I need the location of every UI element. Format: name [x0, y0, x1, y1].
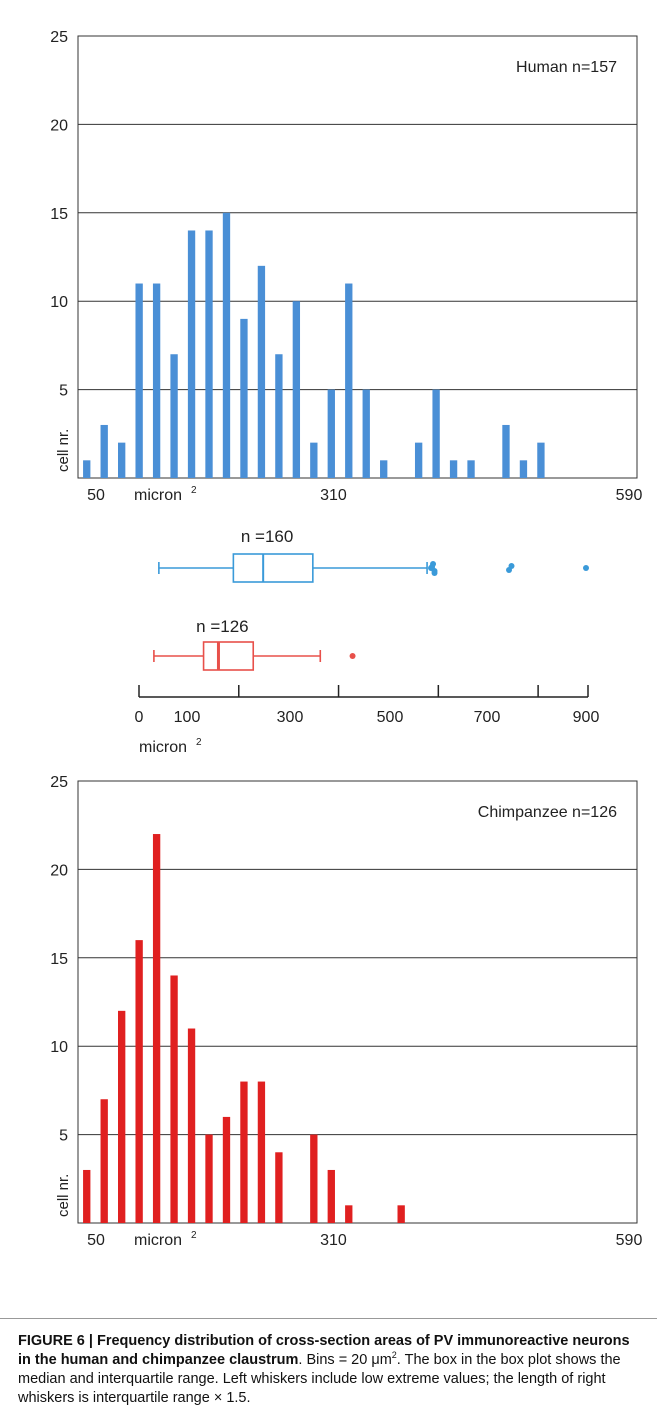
hist-2-xunit-label: micron	[134, 1232, 182, 1249]
hist-0-xunit-label: micron	[134, 487, 182, 504]
box-1-outlier	[349, 653, 356, 659]
hist-0-bar	[135, 283, 143, 478]
hist-0-ylabel: cell nr.	[55, 429, 72, 472]
hist-0-bar	[170, 354, 178, 478]
boxplot-xtick-label: 900	[573, 709, 600, 726]
hist-0-bar	[327, 389, 335, 478]
hist-2-ytick-label: 25	[50, 774, 68, 791]
hist-0-ytick-label: 15	[50, 206, 68, 223]
hist-0-annotation: Human n=157	[516, 59, 617, 76]
hist-0-bar	[152, 283, 161, 478]
hist-0-bar	[310, 442, 318, 478]
hist-0-bar	[502, 424, 510, 478]
hist-2-ytick-label: 15	[50, 951, 68, 968]
hist-2-bar	[222, 1116, 231, 1223]
hist-0-xtick-label: 310	[320, 487, 347, 504]
hist-2-bar	[100, 1099, 108, 1223]
hist-2-bar	[170, 975, 178, 1223]
hist-2-xunit-sup: 2	[191, 1230, 197, 1241]
hist-0-ytick-label: 10	[50, 294, 68, 311]
hist-0-xtick-label: 590	[616, 487, 643, 504]
hist-2-annotation: Chimpanzee n=126	[478, 804, 617, 821]
hist-2-xtick-label: 590	[616, 1232, 643, 1249]
hist-2-ytick-label: 5	[59, 1128, 68, 1145]
hist-0-bar	[83, 460, 91, 478]
hist-2-xtick-label: 50	[87, 1232, 105, 1249]
hist-2-bar	[83, 1169, 91, 1223]
hist-0-bar	[449, 460, 458, 478]
hist-2-bar	[118, 1010, 126, 1223]
hist-2-bar	[205, 1134, 213, 1223]
hist-0-bar	[240, 318, 248, 478]
hist-0-bar	[414, 442, 423, 478]
hist-2-bar	[310, 1134, 318, 1223]
boxplot-xtick-label: 0	[135, 709, 144, 726]
hist-0-bar	[345, 283, 353, 478]
boxplot-xtick-label: 100	[174, 709, 201, 726]
caption-title: FIGURE 6 | Frequency distribution of cro…	[18, 1333, 630, 1368]
caption-bins: Bins = 20 μm	[306, 1352, 392, 1368]
caption-bins-sup: 2	[391, 1350, 397, 1361]
boxplot-xtick-label: 500	[377, 709, 404, 726]
hist-0-bar	[257, 265, 266, 478]
hist-0-bar	[292, 301, 301, 478]
hist-0-bar	[222, 212, 231, 479]
hist-0-bar	[205, 230, 213, 478]
hist-2-bar	[327, 1169, 335, 1223]
hist-0-ytick-label: 20	[50, 117, 68, 134]
hist-0-xunit-sup: 2	[191, 485, 197, 496]
hist-0-bar	[537, 442, 545, 478]
hist-0-frame	[77, 35, 638, 479]
hist-2-ytick-label: 10	[50, 1039, 68, 1056]
hist-2-bar	[135, 940, 143, 1223]
hist-0-bar	[118, 442, 126, 478]
hist-0-ytick-label: 5	[59, 383, 68, 400]
box-0-outlier	[508, 563, 515, 569]
hist-2-bar	[397, 1205, 405, 1223]
hist-0-bar	[380, 460, 388, 478]
boxplot-xtick-label: 700	[474, 709, 501, 726]
hist-2-bar	[345, 1205, 353, 1223]
caption-text: . The box in the box plot shows the medi…	[18, 1352, 621, 1406]
hist-0-xtick-label: 50	[87, 487, 105, 504]
hist-0-bar	[519, 460, 528, 478]
hist-0-bar	[100, 424, 108, 478]
hist-2-bar	[257, 1081, 266, 1223]
hist-2-ytick-label: 20	[50, 862, 68, 879]
hist-0-bar	[187, 230, 196, 478]
box-0-label: n =160	[241, 527, 293, 546]
box-0-outlier	[431, 570, 438, 576]
hist-2-xtick-label: 310	[320, 1232, 347, 1249]
box-1-label: n =126	[196, 617, 248, 636]
box-0-outlier	[429, 564, 436, 570]
hist-2-ylabel: cell nr.	[55, 1174, 72, 1217]
boxplot-xunit-label: micron	[139, 739, 187, 756]
hist-0-bar	[362, 389, 370, 478]
box-1-iqr	[202, 641, 255, 671]
hist-0-bar	[467, 460, 475, 478]
boxplot-xunit-sup: 2	[196, 737, 202, 748]
hist-2-bar	[152, 834, 161, 1223]
caption-divider	[0, 1318, 657, 1319]
hist-2-frame	[77, 780, 638, 1224]
box-0-iqr	[232, 553, 314, 583]
hist-2-bar	[187, 1028, 196, 1223]
hist-0-ytick-label: 25	[50, 29, 68, 46]
boxplot-xtick-label: 300	[277, 709, 304, 726]
box-0-outlier	[583, 565, 589, 571]
hist-2-bar	[240, 1081, 248, 1223]
figure-caption: FIGURE 6 | Frequency distribution of cro…	[18, 1333, 630, 1406]
hist-2-bar	[275, 1152, 283, 1223]
hist-0-bar	[432, 389, 440, 478]
hist-0-bar	[275, 354, 283, 478]
